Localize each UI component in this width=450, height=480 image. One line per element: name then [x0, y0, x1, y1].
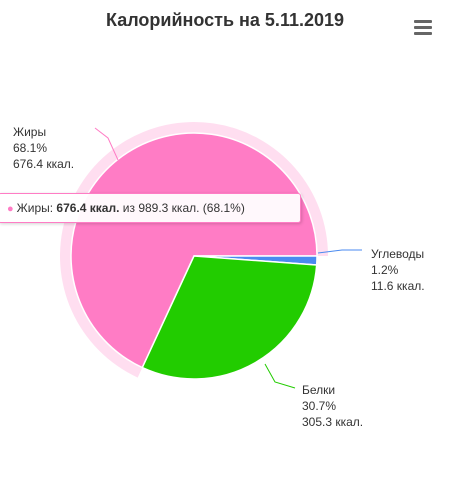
label-zhiry-percent: 68.1%	[13, 141, 47, 155]
connector-belki	[264, 363, 296, 389]
slice-zhiry[interactable]	[70, 132, 318, 369]
label-belki-name: Белки	[302, 383, 335, 397]
slice-belki[interactable]	[141, 255, 318, 380]
menu-line	[414, 20, 432, 23]
menu-line	[414, 32, 432, 35]
label-zhiry-name: Жиры	[13, 125, 46, 139]
menu-line	[414, 26, 432, 29]
tooltip-series: Жиры:	[16, 201, 54, 215]
label-zhiry: Жиры 68.1% 676.4 ккал.	[13, 125, 74, 171]
label-belki: Белки 30.7% 305.3 ккал.	[302, 383, 363, 429]
label-uglevody-percent: 1.2%	[371, 263, 399, 277]
label-belki-value: 305.3 ккал.	[302, 415, 363, 429]
label-uglevody: Углеводы 1.2% 11.6 ккал.	[371, 247, 425, 293]
tooltip-rest: из 989.3 ккал. (68.1%)	[122, 201, 245, 215]
label-uglevody-value: 11.6 ккал.	[371, 279, 425, 293]
hamburger-menu-icon[interactable]	[410, 16, 436, 38]
connector-zhiry	[94, 127, 119, 161]
label-zhiry-value: 676.4 ккал.	[13, 157, 74, 171]
tooltip-value: 676.4 ккал.	[56, 201, 120, 215]
chart-title: Калорийность на 5.11.2019	[105, 10, 345, 30]
label-uglevody-name: Углеводы	[371, 247, 424, 261]
connector-uglevody	[317, 249, 362, 254]
label-belki-percent: 30.7%	[302, 399, 336, 413]
tooltip-dot-icon: ●	[7, 203, 14, 215]
tooltip: ● Жиры: 676.4 ккал. из 989.3 ккал. (68.1%…	[0, 193, 301, 223]
